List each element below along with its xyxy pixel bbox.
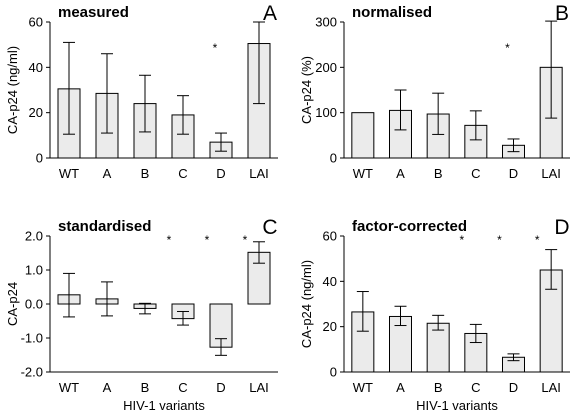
significance-mark: * [497, 233, 502, 247]
x-tick-label-b: B [141, 166, 150, 181]
significance-mark: * [167, 233, 172, 247]
x-tick-label-b: B [434, 380, 443, 395]
significance-mark: * [535, 233, 540, 247]
y-tick-label: 200 [315, 60, 337, 75]
y-tick-label: 300 [315, 15, 337, 30]
significance-mark: * [459, 233, 464, 247]
x-tick-label-b: B [141, 380, 150, 395]
y-axis-label: CA-p24 (ng/ml) [5, 46, 20, 134]
x-tick-label-a: A [103, 380, 112, 395]
bar-wt [351, 112, 375, 159]
x-tick-label-lai: LAI [541, 380, 561, 395]
panel-title: normalised [352, 4, 432, 21]
y-tick-label: 60 [323, 229, 337, 244]
x-tick-label-a: A [396, 166, 405, 181]
panel-title: factor-corrected [352, 218, 467, 235]
x-tick-label-c: C [471, 380, 480, 395]
y-axis-label: CA-p24 (ng/ml) [299, 260, 314, 348]
x-tick-label-a: A [103, 166, 112, 181]
x-tick-label-lai: LAI [249, 166, 269, 181]
significance-mark: * [213, 41, 218, 55]
x-tick-label-d: D [509, 380, 518, 395]
significance-mark: * [243, 233, 248, 247]
y-tick-label: -1.0 [21, 331, 43, 346]
panel-title: standardised [58, 218, 151, 235]
y-axis-label: CA-p24 [5, 282, 20, 326]
y-tick-label: 20 [323, 319, 337, 334]
y-tick-label: 40 [323, 274, 337, 289]
x-tick-label-c: C [178, 380, 187, 395]
y-axis-label: CA-p24 (%) [299, 56, 314, 124]
y-tick-label: 0.0 [25, 297, 43, 312]
y-tick-label: 60 [29, 15, 43, 30]
y-tick-label: 20 [29, 105, 43, 120]
y-tick-label: 0 [36, 151, 43, 166]
x-axis-label: HIV-1 variants [123, 398, 205, 413]
significance-mark: * [205, 233, 210, 247]
x-tick-label-wt: WT [59, 166, 79, 181]
x-tick-label-d: D [216, 380, 225, 395]
y-tick-label: 100 [315, 105, 337, 120]
significance-mark: * [505, 41, 510, 55]
panel-measured: 0 20 40 60 WT A B C D * LAI measured A CA-p24 (ng/ml) [5, 2, 278, 181]
y-tick-label: 40 [29, 60, 43, 75]
y-tick-label: 2.0 [25, 229, 43, 244]
x-axis-label: HIV-1 variants [416, 398, 498, 413]
x-tick-label-wt: WT [353, 380, 373, 395]
y-tick-label: 0 [330, 151, 337, 166]
x-tick-label-c: C [471, 166, 480, 181]
panel-letter: C [262, 216, 277, 239]
x-tick-label-lai: LAI [541, 166, 561, 181]
y-tick-label: 1.0 [25, 263, 43, 278]
x-tick-label-wt: WT [353, 166, 373, 181]
x-tick-label-a: A [396, 380, 405, 395]
panel-letter: D [554, 216, 569, 239]
x-tick-label-d: D [509, 166, 518, 181]
x-tick-label-d: D [216, 166, 225, 181]
x-tick-label-c: C [178, 166, 187, 181]
panel-title: measured [58, 4, 129, 21]
y-tick-label: -2.0 [21, 365, 43, 380]
panel-letter: B [555, 2, 569, 25]
x-tick-label-lai: LAI [249, 380, 269, 395]
x-tick-label-b: B [434, 166, 443, 181]
y-tick-label: 0 [330, 365, 337, 380]
bar-b [426, 322, 450, 373]
x-tick-label-wt: WT [59, 380, 79, 395]
panel-normalised: 0 100 200 300 WT A B C D * LAI normalised B CA-p24 (%… [299, 2, 570, 181]
panel-standardised: -2.0 -1.0 0.0 1.0 2.0 WT A B C * D * LAI * standardise… [5, 216, 278, 413]
panel-letter: A [263, 2, 277, 25]
